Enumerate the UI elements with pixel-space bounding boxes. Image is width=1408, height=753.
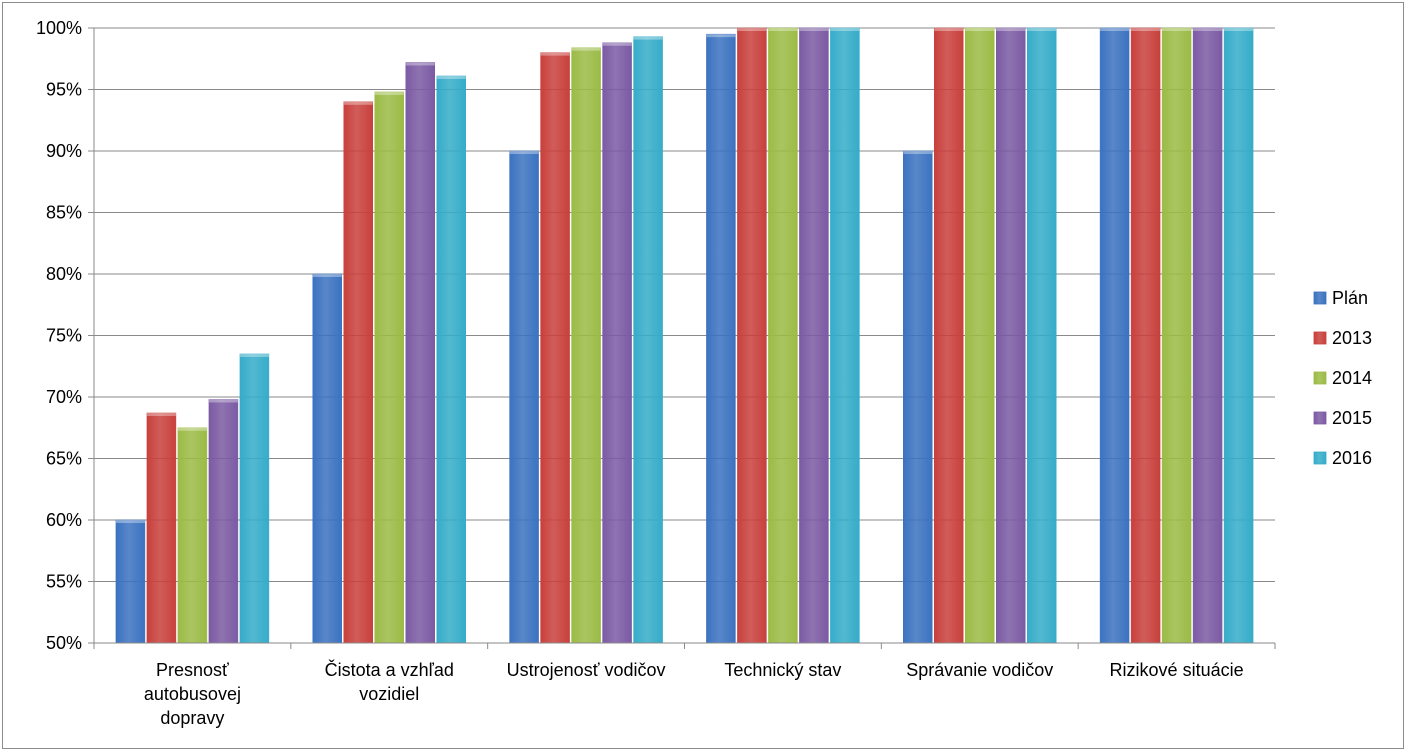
- y-tick-label: 85%: [46, 203, 82, 223]
- bar-top-highlight: [1131, 28, 1161, 31]
- y-tick-label: 100%: [36, 18, 82, 38]
- legend: Plán 2013 2014 2015 2016: [1313, 288, 1372, 468]
- bar-2016-cat-3: [830, 27, 860, 644]
- bar-top-highlight: [312, 274, 342, 277]
- bar-2013-cat-0: [146, 412, 177, 644]
- legend-swatch: [1313, 331, 1327, 345]
- bar-chart: 50% 55% 60% 65% 70% 75% 80% 85% 90% 95% 100% Presn…: [36, 18, 1372, 728]
- x-category-label: autobusovej: [144, 684, 241, 704]
- bar-pln-cat-5: [1099, 27, 1130, 644]
- bar-top-highlight: [436, 75, 466, 79]
- x-category-label: vozidiel: [359, 684, 419, 704]
- legend-label: 2014: [1332, 368, 1372, 388]
- bar-2016-cat-0: [239, 353, 270, 644]
- legend-label: Plán: [1332, 288, 1368, 308]
- bar-top-highlight: [1162, 28, 1192, 31]
- bar-top-highlight: [799, 28, 829, 31]
- bar-top-highlight: [737, 28, 767, 31]
- bar-top-highlight: [540, 52, 570, 56]
- bar-top-highlight: [571, 47, 601, 51]
- bar-2016-cat-4: [1027, 27, 1057, 644]
- bar-top-highlight: [965, 28, 995, 31]
- legend-label: 2015: [1332, 408, 1372, 428]
- legend-label: 2016: [1332, 448, 1372, 468]
- legend-swatch: [1313, 411, 1327, 425]
- bar-2016-cat-5: [1223, 27, 1254, 644]
- bar-2013-cat-3: [737, 27, 767, 644]
- bar-top-highlight: [706, 34, 736, 38]
- bar-top-highlight: [633, 36, 663, 40]
- bar-top-highlight: [115, 520, 145, 523]
- bar-top-highlight: [934, 28, 964, 31]
- y-tick-label: 90%: [46, 141, 82, 161]
- bar-2015-cat-3: [799, 27, 829, 644]
- bar-top-highlight: [208, 399, 238, 403]
- x-category-label: Čistota a vzhľad: [325, 659, 454, 680]
- bar-top-highlight: [996, 28, 1026, 31]
- bar-top-highlight: [239, 353, 269, 357]
- x-category-label: dopravy: [160, 708, 224, 728]
- legend-swatch: [1313, 451, 1327, 465]
- bar-top-highlight: [509, 151, 539, 154]
- bar-top-highlight: [1027, 28, 1057, 31]
- bar-2015-cat-0: [208, 399, 239, 644]
- x-category-label: Ustrojenosť vodičov: [507, 660, 666, 680]
- legend-label: 2013: [1332, 328, 1372, 348]
- bar-2016-cat-2: [633, 36, 663, 644]
- bar-2015-cat-2: [602, 42, 632, 644]
- x-category-label: Presnosť: [156, 660, 229, 680]
- y-tick-label: 60%: [46, 510, 82, 530]
- x-category-label: Správanie vodičov: [906, 660, 1053, 680]
- bar-pln-cat-2: [509, 150, 539, 644]
- gridlines: [88, 27, 1275, 644]
- bar-2014-cat-3: [768, 27, 798, 644]
- bar-top-highlight: [1193, 28, 1223, 31]
- bar-2014-cat-2: [571, 47, 601, 644]
- bar-top-highlight: [903, 151, 933, 154]
- bar-pln-cat-3: [706, 33, 736, 644]
- legend-swatch: [1313, 291, 1327, 305]
- bar-2013-cat-2: [540, 52, 570, 644]
- legend-swatch: [1313, 371, 1327, 385]
- y-tick-label: 80%: [46, 264, 82, 284]
- y-tick-labels: 50% 55% 60% 65% 70% 75% 80% 85% 90% 95% 100%: [36, 18, 82, 653]
- bars: [115, 27, 1254, 644]
- bar-2015-cat-1: [405, 62, 435, 644]
- x-category-labels: Presnosť autobusovej dopravy Čistota a vzhľ…: [144, 659, 1244, 728]
- bar-top-highlight: [146, 412, 176, 416]
- bar-top-highlight: [602, 42, 632, 46]
- bar-2014-cat-4: [965, 27, 995, 644]
- bar-pln-cat-4: [903, 150, 933, 644]
- y-tick-label: 95%: [46, 80, 82, 100]
- y-tick-label: 55%: [46, 572, 82, 592]
- bar-2014-cat-0: [177, 427, 208, 644]
- bar-top-highlight: [405, 62, 435, 66]
- bar-top-highlight: [1100, 28, 1130, 31]
- bar-top-highlight: [374, 91, 404, 95]
- bar-2015-cat-5: [1192, 27, 1223, 644]
- y-tick-label: 50%: [46, 633, 82, 653]
- y-tick-label: 70%: [46, 387, 82, 407]
- bar-2013-cat-1: [343, 101, 373, 644]
- bar-top-highlight: [343, 101, 373, 105]
- bar-2013-cat-5: [1130, 27, 1161, 644]
- bar-2015-cat-4: [996, 27, 1026, 644]
- bar-2014-cat-1: [374, 91, 404, 644]
- bar-top-highlight: [768, 28, 798, 31]
- axes: [93, 28, 1276, 649]
- bar-pln-cat-0: [115, 519, 146, 644]
- bar-2016-cat-1: [436, 75, 466, 644]
- bar-2013-cat-4: [934, 27, 964, 644]
- bar-top-highlight: [1224, 28, 1254, 31]
- bar-pln-cat-1: [312, 273, 342, 644]
- bar-2014-cat-5: [1161, 27, 1192, 644]
- y-tick-label: 75%: [46, 326, 82, 346]
- y-tick-label: 65%: [46, 449, 82, 469]
- bar-top-highlight: [830, 28, 860, 31]
- bar-top-highlight: [177, 427, 207, 431]
- x-category-label: Rizikové situácie: [1110, 660, 1244, 680]
- x-category-label: Technický stav: [724, 660, 841, 680]
